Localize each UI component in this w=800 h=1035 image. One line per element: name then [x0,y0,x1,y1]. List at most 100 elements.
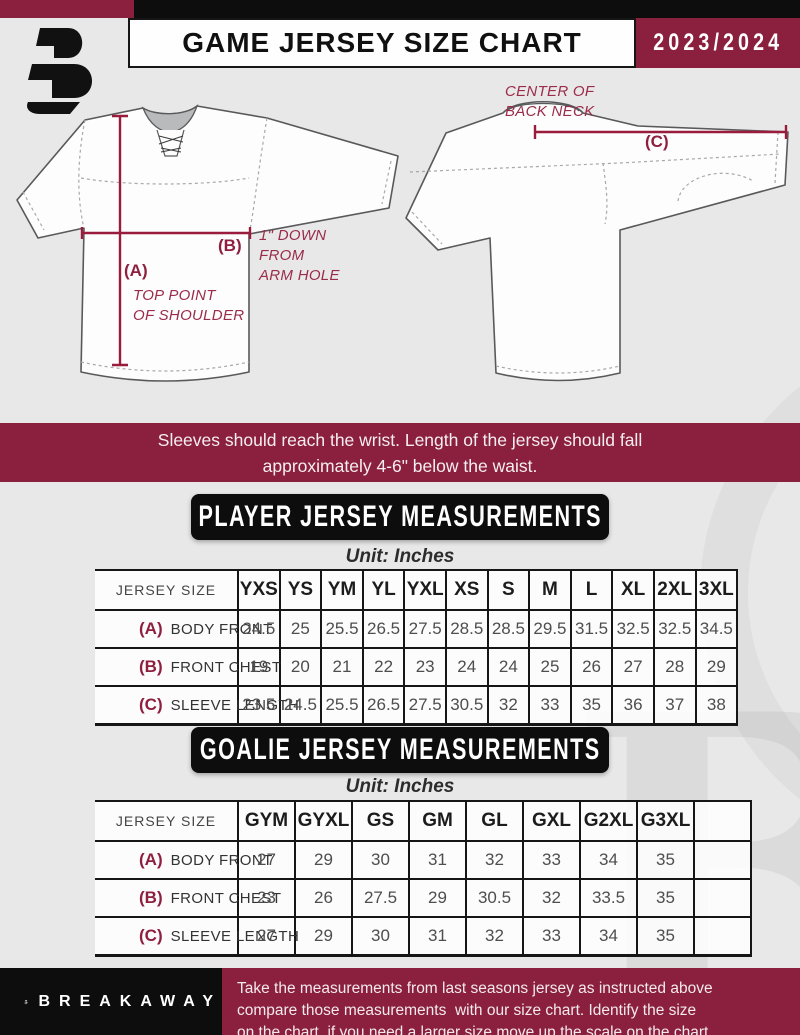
value-cell: 24 [486,648,530,686]
value-cell: 30 [351,917,409,956]
size-col-G3XL: G3XL [636,801,694,841]
value-cell: 33 [528,686,571,725]
value-cell: 30.5 [465,879,523,917]
front-collar [141,103,199,133]
size-col-GM: GM [408,801,466,841]
value-cell: 19 [237,648,280,686]
measurement-row: (C) SLEEVE LENGTH 23.5 24.5 25.5 26.5 27.5 30.5… [95,686,739,725]
row-key: (C) [139,926,163,945]
value-cell: 25 [278,610,322,648]
value-cell: 23 [403,648,446,686]
size-col-2XL: 2XL [652,570,696,610]
value-cell: 26.5 [361,610,405,648]
value-cell: 29 [294,917,352,956]
note-down-from-armhole: 1" DOWN FROM ARM HOLE [259,227,340,284]
jersey-size-header: JERSEY SIZE [115,813,217,829]
brand-name: BREAKAWAY [38,992,222,1010]
value-cell: 27 [237,917,295,956]
value-cell: 24.5 [278,686,322,725]
size-col-GYM: GYM [237,801,295,841]
jersey-size-header: JERSEY SIZE [115,582,217,598]
measurement-label-cell: (C) SLEEVE LENGTH [95,917,299,956]
size-col-YXL: YXL [403,570,446,610]
goalie-section-banner: GOALIE JERSEY MEASUREMENTS [191,727,609,773]
measure-line-a [112,114,128,367]
row-key: (A) [139,850,163,869]
value-cell: 27 [237,841,295,879]
row-key: (C) [139,695,163,714]
front-lace [158,135,184,153]
footer-brand-block: BREAKAWAY [0,968,222,1035]
size-col-YL: YL [361,570,405,610]
season-badge: 2023/2024 [636,18,800,68]
size-col-G2XL: G2XL [579,801,637,841]
size-col-GXL: GXL [522,801,580,841]
value-cell: 30.5 [444,686,488,725]
value-cell: 32.5 [652,610,696,648]
footer-note-block: Take the measurements from last seasons … [222,968,800,1035]
size-col-3XL: 3XL [694,570,739,610]
size-col-YM: YM [320,570,363,610]
measurement-label-cell: (C) SLEEVE LENGTH [95,686,299,725]
measurement-row: (B) FRONT CHEST 19 20 21 22 23 24 24 25 26 27 28 29 [95,648,739,686]
value-cell: 33 [522,917,580,956]
value-cell: 37 [652,686,696,725]
value-cell: 26 [569,648,613,686]
value-cell: 36 [611,686,654,725]
value-cell: 27 [611,648,654,686]
measure-line-c [533,125,788,139]
value-cell: 23 [237,879,295,917]
value-cell: 30 [351,841,409,879]
value-cell: 34 [579,917,637,956]
value-cell: 23.5 [237,686,280,725]
front-jersey-diagram [16,103,399,382]
value-cell: 35 [636,917,694,956]
value-cell: 24.5 [237,610,280,648]
value-cell: 26 [294,879,352,917]
breakaway-monogram-icon [27,28,92,114]
value-cell: 27.5 [403,686,446,725]
footer-note-text: Take the measurements from last seasons … [237,980,713,1035]
value-cell: 34.5 [694,610,739,648]
value-cell: 28 [652,648,696,686]
value-cell: 29 [694,648,739,686]
size-col-YXS: YXS [237,570,280,610]
row-key: (B) [139,888,163,907]
back-seams [409,131,782,374]
size-col-S: S [486,570,530,610]
measurement-row: (A) BODY FRONT 24.5 25 25.5 26.5 27.5 28.5 28.5 2… [95,610,739,648]
value-cell: 35 [636,841,694,879]
breakaway-footer-logo-icon [24,999,28,1004]
value-cell: 24 [444,648,488,686]
value-cell: 28.5 [444,610,488,648]
note-center-of-back-neck: CENTER OF BACK NECK [505,83,595,120]
back-jersey-outline [405,100,789,382]
value-cell: 26.5 [361,686,405,725]
measurement-label-cell: (A) BODY FRONT [95,841,272,879]
value-cell: 29 [294,841,352,879]
size-header-row: JERSEY SIZE YXS YS YM YL YXL XS S M L XL 2XL 3XL [95,570,739,610]
row-label: BODY FRONT [170,852,273,869]
label-b: (B) [218,236,242,255]
value-cell: 22 [361,648,405,686]
size-col-GYXL: GYXL [294,801,352,841]
value-cell: 31 [408,841,466,879]
value-cell: 29 [408,879,466,917]
size-col-M: M [528,570,571,610]
value-cell: 25.5 [320,610,363,648]
value-cell: 25.5 [320,686,363,725]
player-section-title: PLAYER JERSEY MEASUREMENTS [198,500,602,533]
value-cell: 32 [522,879,580,917]
fit-notice-banner: Sleeves should reach the wrist. Length o… [0,423,800,482]
size-col-GS: GS [351,801,409,841]
value-cell: 33 [522,841,580,879]
size-col-L: L [569,570,613,610]
front-jersey-outline [16,105,399,382]
measurement-label-cell: (B) FRONT CHEST [95,879,281,917]
row-key: (B) [139,657,163,676]
value-cell: 28.5 [486,610,530,648]
measurement-row: (C) SLEEVE LENGTH 27 29 30 31 32 33 34 35 [95,917,752,956]
size-col-XL: XL [611,570,654,610]
fit-notice-text: Sleeves should reach the wrist. Length o… [157,429,643,476]
value-cell: 27.5 [403,610,446,648]
